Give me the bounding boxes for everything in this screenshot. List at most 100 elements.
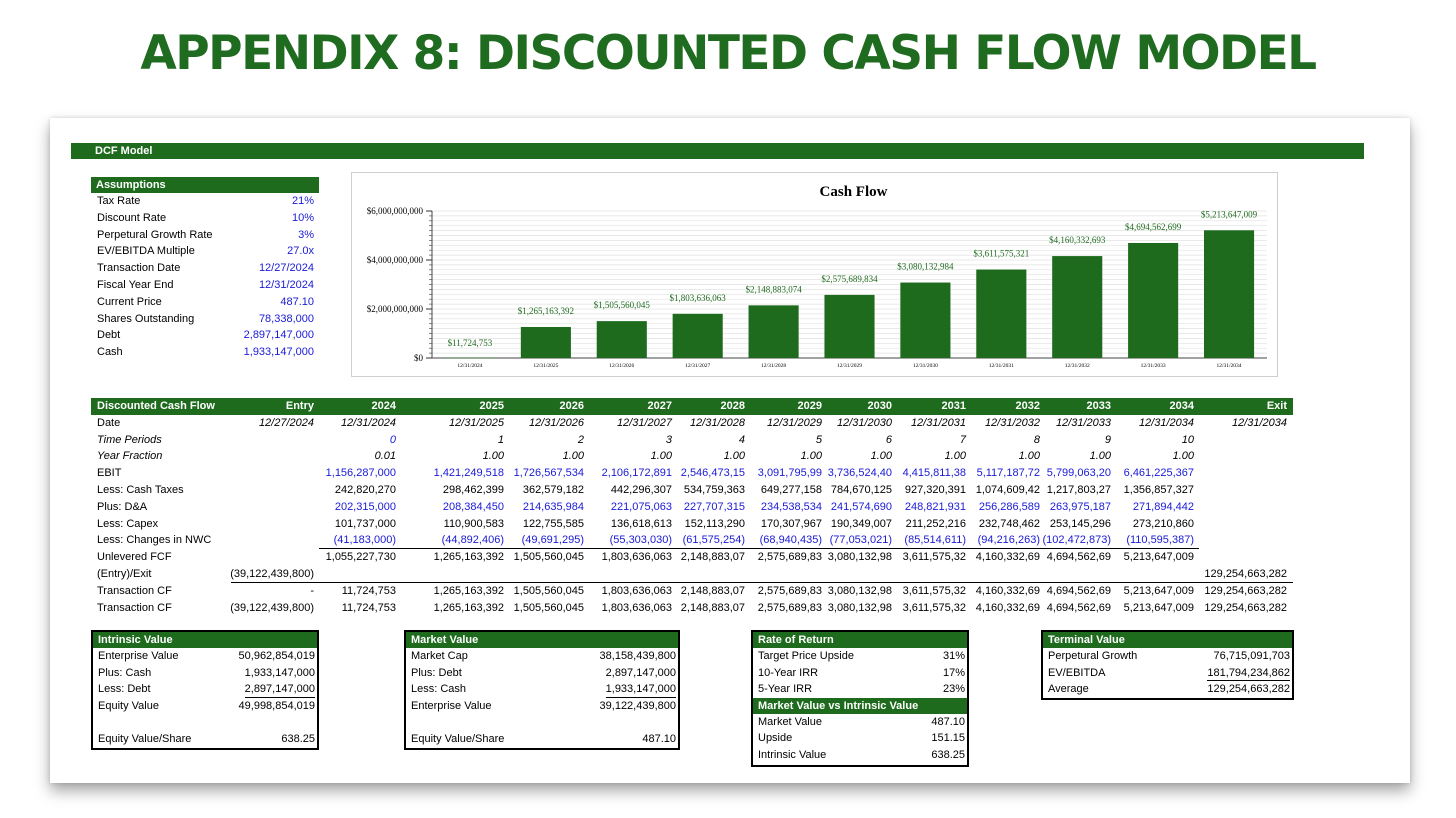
market-value-row [406,714,678,731]
dcf-cell: 1,217,803,27 [1046,483,1111,496]
dcf-header-cell: 2034 [1169,400,1194,412]
intrinsic-value-row [93,714,317,731]
assumption-label: Discount Rate [97,211,167,224]
dcf-cell: (44,892,406) [441,534,504,547]
dcf-cell: 0.01 [374,450,396,463]
dcf-row: Plus: D&A 202,315,000 208,384,450 214,635,9… [91,499,1293,516]
dcf-header-row: Discounted Cash Flow Entry 2024 2025 2026 202… [91,398,1293,415]
assumption-label: Cash [97,346,123,359]
assumption-row: Transaction Date 12/27/2024 [91,260,319,277]
assumption-row: Fiscal Year End 12/31/2024 [91,277,319,294]
assumption-row: EV/EBITDA Multiple 27.0x [91,243,319,260]
cash-flow-chart: Cash Flow $0 $2,000,000,000 $4,000,000,000 $… [351,172,1278,377]
dcf-row: Less: Cash Taxes 242,820,270 298,462,399 36… [91,482,1293,499]
dcf-row: Year Fraction 0.01 1.00 1.00 1.00 1.00 1.00 1.0… [91,448,1293,465]
market-value-value: 38,158,439,800 [599,650,676,662]
dcf-cell: 2,575,689,83 [757,601,822,614]
intrinsic-value-row: Equity Value 49,998,854,019 [93,698,317,715]
dcf-cell: 1.00 [562,450,584,463]
rate-of-return-row: Target Price Upside 31% [753,648,967,665]
dcf-cell: 8 [1033,433,1040,446]
assumption-label: Shares Outstanding [97,312,195,325]
terminal-value-box: Terminal Value Perpetural Growth 76,715,0… [1041,630,1294,700]
dcf-row: Less: Capex 101,737,000 110,900,583 122,755… [91,516,1293,533]
market-value-row: Plus: Debt 2,897,147,000 [406,665,678,682]
chart-y-tick-label: $0 [414,353,424,363]
dcf-cell: 649,277,158 [760,483,822,496]
terminal-value-label: Average [1048,683,1089,695]
chart-bar [1203,230,1255,358]
dcf-cell: 4 [738,433,745,446]
dcf-cell: 110,900,583 [443,517,504,530]
dcf-cell: 0 [389,433,396,446]
market-value-label: Equity Value/Share [411,732,505,745]
rate-of-return-label: 5-Year IRR [758,683,813,695]
market-value-row: Market Cap 38,158,439,800 [406,648,678,665]
assumption-value: 27.0x [287,245,314,258]
dcf-cell: 3,611,575,32 [902,584,966,597]
dcf-cell: 241,574,690 [830,500,892,513]
dcf-cell: (49,691,295) [521,534,584,547]
dcf-cell: 1.00 [723,450,745,463]
chart-data-label: $5,213,647,009 [1201,209,1258,219]
market-vs-intrinsic-value: 151.15 [931,732,965,744]
dcf-cell: 170,307,967 [760,517,822,530]
terminal-value-value: 76,715,091,703 [1213,650,1290,662]
dcf-cell: 2,575,689,83 [757,551,822,564]
dcf-cell: 2,546,473,15 [680,467,745,480]
dcf-cell: 1,265,163,392 [433,584,504,597]
dcf-cell: 3,080,132,98 [827,601,892,614]
dcf-cell: 1,265,163,392 [433,551,504,564]
chart-x-tick-label: 12/31/2024 [457,363,482,369]
dcf-header-title: Discounted Cash Flow [97,400,215,412]
dcf-row-label: Date [97,416,121,429]
chart-data-label: $4,694,562,699 [1125,222,1182,232]
rate-of-return-value: 17% [942,666,965,679]
dcf-cell: 6 [885,433,892,446]
dcf-row: Transaction CF - 11,724,753 1,265,163,392 1,… [91,583,1293,600]
assumptions-table: Assumptions Tax Rate 21% Discount Rate 10% P… [91,177,319,361]
terminal-value-value: 181,794,234,862 [1207,665,1290,681]
chart-bar [672,313,723,358]
dcf-row-label: Unlevered FCF [97,551,172,564]
dcf-cell: 1,156,287,000 [325,467,396,480]
dcf-header-cell: 2032 [1015,400,1040,412]
dcf-row-label: Plus: D&A [97,500,148,513]
dcf-cell: 152,113,290 [684,517,745,530]
terminal-value-row: Average 129,254,663,282 [1043,681,1292,698]
assumption-label: Tax Rate [97,195,141,207]
dcf-cell: 12/31/2033 [1055,416,1111,429]
dcf-cell: 2,106,172,891 [601,467,672,480]
dcf-header-cell: Entry [285,400,314,412]
dcf-cell: 1,265,163,392 [433,601,504,614]
chart-x-tick-label: 12/31/2034 [1217,363,1242,369]
chart-x-tick-label: 12/31/2031 [989,363,1014,369]
dcf-cell: 221,075,063 [610,500,672,513]
chart-x-tick-label: 12/31/2032 [1065,363,1090,369]
intrinsic-value-value: 2,897,147,000 [244,681,315,698]
dcf-cell: 1.00 [482,450,504,463]
dcf-cell: 2 [577,433,584,446]
dcf-cell: 12/31/2029 [766,416,822,429]
assumption-label: Current Price [97,295,162,308]
market-value-label: Less: Cash [411,683,467,695]
market-vs-intrinsic-row: Market Value 487.10 [753,714,967,731]
chart-bar [1052,256,1103,358]
dcf-cell: (102,472,873) [1042,534,1112,547]
dcf-cell: 3,736,524,40 [827,467,892,480]
dcf-cell: 10 [1181,433,1194,446]
dcf-cell: 101,737,000 [334,517,396,530]
chart-bar [444,357,496,359]
dcf-cell: (55,303,030) [609,534,672,547]
assumption-label: Fiscal Year End [97,278,174,291]
rate-of-return-row: 10-Year IRR 17% [753,665,967,682]
dcf-cell: 129,254,663,282 [1204,567,1287,580]
chart-x-tick-label: 12/31/2027 [685,363,710,369]
dcf-header-cell: 2026 [559,400,584,412]
dcf-cell: 5,213,647,009 [1123,601,1194,614]
cash-flow-chart-svg: Cash Flow $0 $2,000,000,000 $4,000,000,000 $… [367,184,1267,369]
dcf-cell: 227,707,315 [683,500,745,513]
dcf-cell: 5 [815,433,822,446]
dcf-cell: 136,618,613 [610,517,672,530]
dcf-cell: 7 [959,433,966,446]
